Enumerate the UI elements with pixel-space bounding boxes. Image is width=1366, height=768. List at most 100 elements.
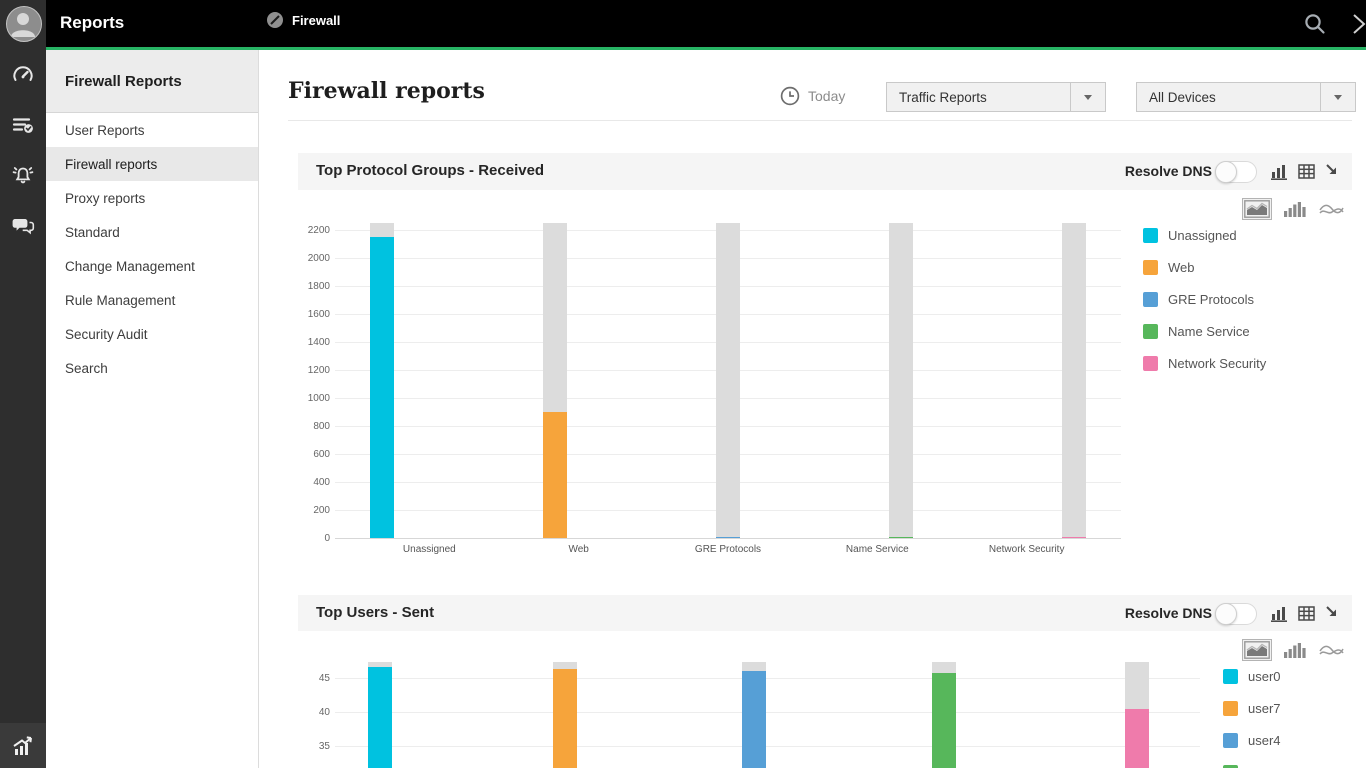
person-icon <box>11 13 35 37</box>
y-tick-label-1800: 1800 <box>307 280 330 292</box>
legend-swatch <box>1143 356 1158 371</box>
trend-chart-icon[interactable] <box>0 723 46 768</box>
app-title: Reports <box>60 13 125 32</box>
bar-track-4 <box>1061 223 1086 538</box>
legend-label: Unassigned <box>1168 228 1237 243</box>
x-label-2: GRE Protocols <box>694 544 762 555</box>
compass-icon <box>267 12 283 28</box>
gridline-35 <box>335 746 1200 747</box>
time-filter[interactable]: Today <box>780 86 845 106</box>
reports-list-icon[interactable] <box>0 105 46 145</box>
bar-user0[interactable] <box>367 667 392 768</box>
legend-item-Name Service[interactable]: Name Service <box>1143 324 1250 339</box>
legend-item-user0[interactable]: user0 <box>1223 669 1281 684</box>
y-tick-label-1600: 1600 <box>307 308 330 320</box>
bar-unassigned[interactable] <box>370 237 395 538</box>
bar-chart-view-icon[interactable] <box>1271 605 1288 622</box>
sidebar-item-proxy-reports[interactable]: Proxy reports <box>65 190 146 206</box>
search-icon[interactable] <box>1302 11 1328 37</box>
line-chart-type-icon[interactable] <box>1319 201 1344 217</box>
icon-rail <box>0 0 46 768</box>
legend-item-clipped[interactable] <box>1223 765 1248 768</box>
bar-web[interactable] <box>543 412 568 538</box>
legend-swatch <box>1223 701 1238 716</box>
module-tab-firewall[interactable]: Firewall <box>266 11 340 29</box>
sidebar-item-rule-management[interactable]: Rule Management <box>65 292 176 308</box>
bar-user4[interactable] <box>741 670 766 768</box>
table-view-icon[interactable] <box>1298 605 1315 622</box>
sidebar-item-user-reports[interactable]: User Reports <box>65 122 145 138</box>
time-filter-label: Today <box>808 88 846 104</box>
y-tick-label-1200: 1200 <box>307 364 330 376</box>
bar-name-service[interactable] <box>888 537 913 538</box>
legend-item-user7[interactable]: user7 <box>1223 701 1281 716</box>
report-type-value: Traffic Reports <box>899 89 987 105</box>
bar-series-3[interactable] <box>931 672 956 768</box>
bar-user7[interactable] <box>553 669 578 768</box>
column-chart-type-icon[interactable] <box>1284 641 1307 659</box>
legend-label: user4 <box>1248 733 1281 748</box>
expand-diagonal-icon[interactable] <box>1325 163 1338 180</box>
legend-swatch <box>1143 324 1158 339</box>
legend-item-Web[interactable]: Web <box>1143 260 1195 275</box>
device-filter-dropdown[interactable]: All Devices <box>1136 82 1356 112</box>
alarm-bell-icon[interactable] <box>0 155 46 195</box>
bar-network-security[interactable] <box>1061 537 1086 538</box>
sidebar-item-security-audit[interactable]: Security Audit <box>65 326 148 342</box>
sidebar-item-firewall-reports[interactable]: Firewall reports <box>46 147 258 181</box>
toggle-knob <box>1215 161 1237 183</box>
legend-label: user0 <box>1248 669 1281 684</box>
gridline-40 <box>335 712 1200 713</box>
table-view-icon[interactable] <box>1298 163 1315 180</box>
y-tick-label-600: 600 <box>313 448 330 460</box>
x-label-1: Web <box>568 544 589 555</box>
area-chart-type-icon[interactable] <box>1242 198 1272 220</box>
chevron-right-icon[interactable] <box>1352 13 1366 35</box>
expand-diagonal-icon[interactable] <box>1325 605 1338 622</box>
legend-item-Network Security[interactable]: Network Security <box>1143 356 1266 371</box>
legend-item-user4[interactable]: user4 <box>1223 733 1281 748</box>
legend-swatch <box>1143 260 1158 275</box>
column-chart-type-icon[interactable] <box>1284 200 1307 218</box>
report-type-dropdown[interactable]: Traffic Reports <box>886 82 1106 112</box>
gridline-45 <box>335 678 1200 679</box>
resolve-dns-toggle[interactable] <box>1215 603 1257 625</box>
bar-track-2 <box>716 223 740 538</box>
legend-label: user7 <box>1248 701 1281 716</box>
dashboard-gauge-icon[interactable] <box>0 55 46 95</box>
dropdown-caret <box>1070 83 1105 111</box>
chart-type-selector <box>1242 639 1344 661</box>
legend-swatch <box>1223 765 1238 768</box>
toggle-knob <box>1215 603 1237 625</box>
y-tick-label-1400: 1400 <box>307 336 330 348</box>
bar-chart-view-icon[interactable] <box>1271 163 1288 180</box>
legend-swatch <box>1223 669 1238 684</box>
area-chart-type-icon[interactable] <box>1242 639 1272 661</box>
sidebar: Firewall Reports User Reports Firewall re… <box>46 50 259 768</box>
legend-label: Web <box>1168 260 1195 275</box>
clock-icon <box>780 86 800 106</box>
resolve-dns-label: Resolve DNS <box>1124 163 1212 179</box>
panel-protocol-groups-header: Top Protocol Groups - Received Resolve D… <box>298 153 1352 190</box>
bar-track-3 <box>888 223 913 538</box>
module-tab-label: Firewall <box>292 12 341 28</box>
chat-icon[interactable] <box>0 205 46 245</box>
chart-type-selector <box>1242 198 1344 220</box>
y-tick-label-1000: 1000 <box>307 392 330 404</box>
header-separator <box>288 120 1352 121</box>
legend-item-Unassigned[interactable]: Unassigned <box>1143 228 1237 243</box>
line-chart-type-icon[interactable] <box>1319 642 1344 658</box>
legend-item-GRE Protocols[interactable]: GRE Protocols <box>1143 292 1254 307</box>
y-tick-label-45: 45 <box>318 672 330 684</box>
sidebar-item-search[interactable]: Search <box>65 360 108 376</box>
sidebar-item-change-management[interactable]: Change Management <box>65 258 195 274</box>
accent-line <box>46 47 1366 50</box>
legend-swatch <box>1143 292 1158 307</box>
resolve-dns-toggle[interactable] <box>1215 161 1257 183</box>
bar-gre-protocols[interactable] <box>716 536 740 538</box>
avatar[interactable] <box>6 6 42 42</box>
y-tick-label-0: 0 <box>324 532 330 544</box>
bar-series-4[interactable] <box>1124 708 1149 768</box>
sidebar-item-standard[interactable]: Standard <box>65 224 120 240</box>
